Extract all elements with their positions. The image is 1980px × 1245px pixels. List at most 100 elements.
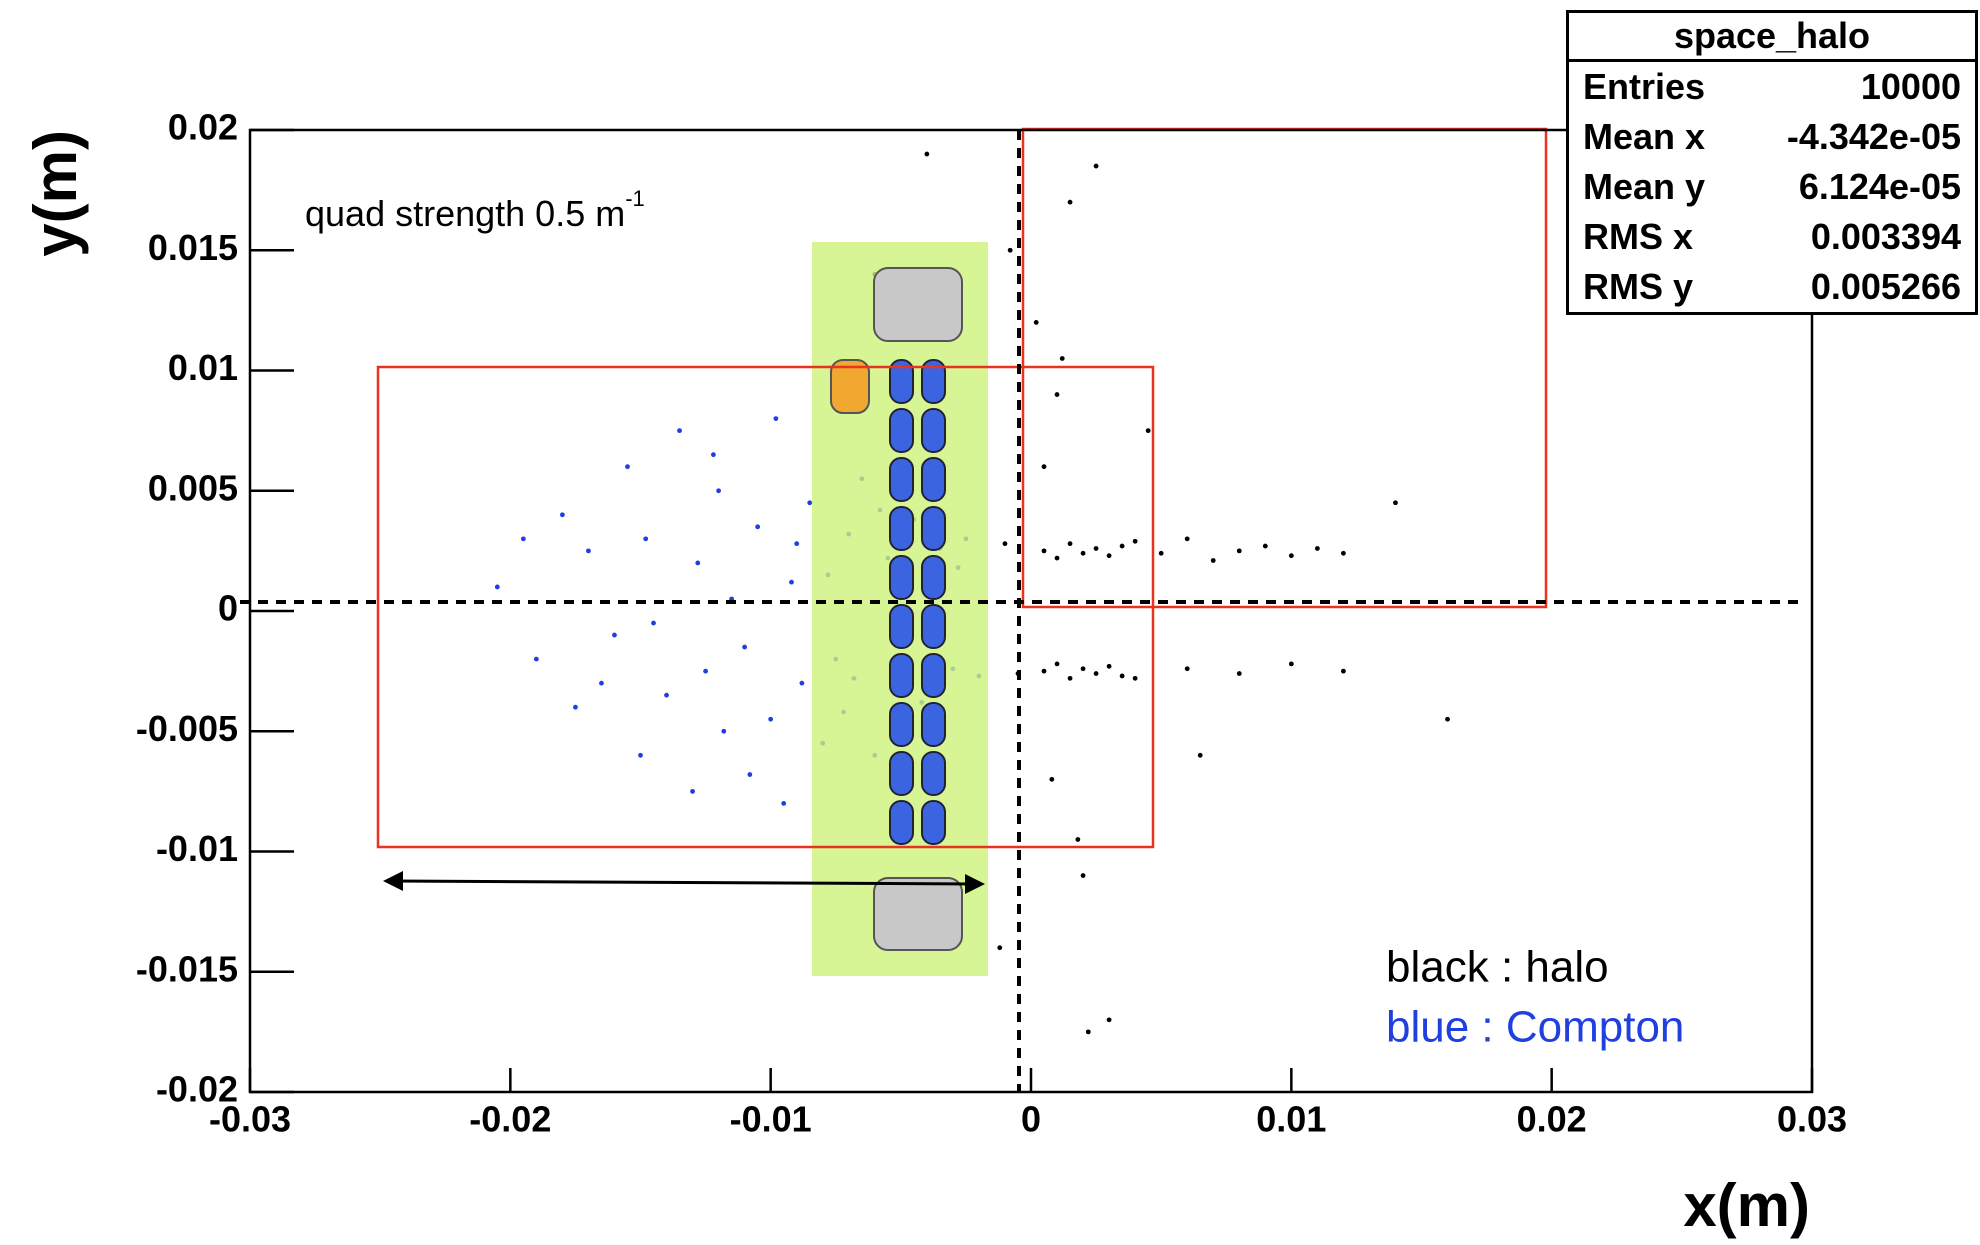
point: [1067, 541, 1073, 547]
point: [1119, 673, 1125, 679]
x-tick-label: -0.03: [209, 1099, 291, 1140]
detector-cell: [921, 604, 946, 649]
point: [1067, 199, 1073, 205]
point: [1033, 320, 1039, 325]
point: [1080, 666, 1086, 672]
point: [747, 772, 753, 777]
point: [1093, 163, 1099, 169]
point: [625, 464, 630, 470]
point: [1106, 553, 1112, 559]
point: [1041, 668, 1047, 674]
y-tick-label: -0.005: [136, 708, 238, 749]
overlay: [240, 127, 1802, 1092]
point: [703, 668, 708, 674]
legend-entry: black : halo: [1386, 943, 1609, 992]
point: [1106, 663, 1112, 669]
point: [742, 644, 748, 650]
point: [1236, 548, 1242, 554]
detector-cell: [889, 751, 914, 796]
point: [643, 536, 649, 542]
point: [1288, 661, 1294, 667]
point: [716, 488, 721, 494]
point: [1197, 752, 1203, 758]
point: [599, 680, 604, 686]
point: [651, 620, 656, 626]
point: [1236, 671, 1242, 676]
detector-cell: [889, 457, 914, 502]
legend-entry: blue : Compton: [1386, 1003, 1684, 1052]
y-tick-label: -0.015: [136, 948, 238, 989]
point: [1054, 555, 1060, 561]
point: [1314, 546, 1320, 551]
y-axis-title: y(m): [22, 130, 89, 257]
point: [799, 680, 805, 686]
point: [1054, 392, 1060, 397]
point: [1184, 536, 1190, 542]
detector-cell: [921, 457, 946, 502]
point: [520, 536, 526, 542]
x-tick-label: 0.02: [1517, 1099, 1587, 1140]
point: [773, 416, 779, 421]
point: [1393, 500, 1398, 506]
point: [781, 801, 787, 806]
point: [1007, 247, 1013, 253]
detector-cell: [889, 604, 914, 649]
point: [997, 945, 1003, 951]
annotation-superscript: -1: [625, 186, 645, 211]
point: [807, 500, 813, 506]
y-tick-label: -0.01: [156, 828, 238, 869]
detector-cell: [889, 653, 914, 698]
stats-value: 6.124e-05: [1798, 166, 1961, 207]
x-tick-label: 0.03: [1777, 1099, 1847, 1140]
x-tick-label: 0.01: [1256, 1099, 1326, 1140]
point: [664, 692, 669, 698]
detector-cell: [921, 751, 946, 796]
stats-row: Entries 10000: [1569, 62, 1975, 112]
y-tick-label: 0: [218, 588, 238, 629]
point: [638, 752, 643, 758]
point: [1184, 666, 1190, 672]
point: [1041, 548, 1047, 554]
point: [1341, 668, 1346, 674]
point: [789, 579, 794, 585]
detector-cell: [921, 653, 946, 698]
x-tick-label: -0.01: [730, 1099, 812, 1140]
point: [1106, 1017, 1112, 1023]
stats-title: space_halo: [1569, 13, 1975, 62]
point: [1002, 541, 1008, 547]
detector-cell: [921, 555, 946, 600]
point: [677, 428, 682, 434]
point: [533, 656, 539, 662]
detector-cell: [921, 702, 946, 747]
x-axis-title: x(m): [1683, 1172, 1810, 1239]
stats-value: -4.342e-05: [1786, 116, 1961, 157]
point: [1341, 550, 1346, 556]
point: [768, 716, 774, 722]
stats-label: RMS x: [1583, 216, 1694, 257]
stats-box: space_halo Entries 10000 Mean x -4.342e-05 M…: [1566, 10, 1978, 315]
detector-cells: [889, 359, 946, 845]
y-tick-label: 0.02: [168, 107, 238, 148]
point: [1054, 661, 1060, 667]
point: [1085, 1029, 1091, 1035]
y-tick-label: 0.015: [148, 227, 238, 268]
stats-value: 0.005266: [1810, 266, 1961, 307]
stats-value: 0.003394: [1810, 216, 1961, 257]
point: [1093, 546, 1099, 551]
point: [1288, 553, 1294, 559]
stats-label: RMS y: [1583, 266, 1694, 307]
point: [1445, 716, 1450, 722]
point: [1119, 543, 1125, 549]
x-tick-label: -0.02: [469, 1099, 551, 1140]
point: [1049, 776, 1055, 782]
point: [1067, 675, 1073, 681]
point: [1093, 671, 1099, 676]
y-tick-label: -0.02: [156, 1069, 238, 1110]
point: [1210, 558, 1216, 563]
y-tick-label: 0.005: [148, 467, 238, 508]
detector-cell: [921, 800, 946, 845]
point: [586, 548, 591, 554]
stats-row: RMS y 0.005266: [1569, 262, 1975, 312]
x-tick-label: 0: [1021, 1099, 1041, 1140]
